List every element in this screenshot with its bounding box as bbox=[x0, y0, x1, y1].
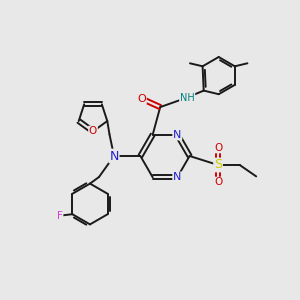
Text: S: S bbox=[214, 158, 222, 172]
Text: O: O bbox=[214, 177, 222, 188]
Text: O: O bbox=[137, 94, 146, 104]
Text: NH: NH bbox=[180, 93, 195, 103]
Text: N: N bbox=[173, 172, 182, 182]
Text: F: F bbox=[57, 211, 63, 221]
Text: N: N bbox=[109, 149, 119, 163]
Text: O: O bbox=[214, 142, 222, 153]
Text: O: O bbox=[89, 126, 97, 136]
Text: N: N bbox=[173, 130, 182, 140]
